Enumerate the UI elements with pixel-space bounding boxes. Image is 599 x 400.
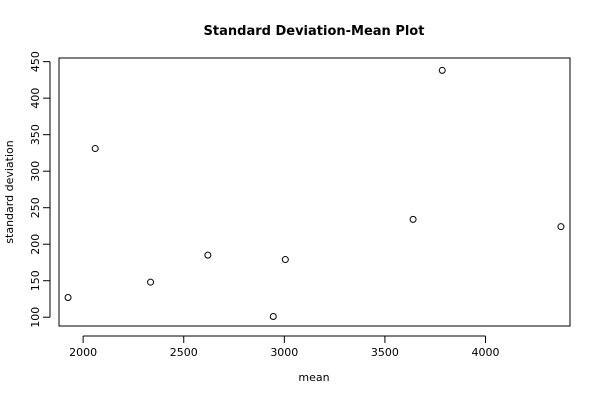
data-point: [409, 215, 417, 223]
x-tick-label: 4000: [472, 346, 500, 359]
data-point: [438, 66, 446, 74]
y-axis: 100 150 200 250 300 350 400 450: [29, 51, 51, 328]
x-tick-label: 3500: [371, 346, 399, 359]
data-point: [557, 223, 565, 231]
data-point: [281, 256, 289, 264]
x-axis-label: mean: [298, 371, 329, 384]
data-point: [204, 251, 212, 259]
y-tick-label: 250: [29, 197, 42, 218]
data-point: [269, 313, 277, 321]
x-tick-label: 3000: [270, 346, 298, 359]
y-tick-label: 100: [29, 307, 42, 328]
chart-title: Standard Deviation-Mean Plot: [204, 24, 425, 39]
y-tick-label: 450: [29, 51, 42, 72]
x-tick-label: 2000: [69, 346, 97, 359]
x-axis: 2000 2500 3000 3500 4000: [69, 335, 500, 359]
y-tick-label: 300: [29, 161, 42, 182]
plot-frame: [58, 57, 571, 327]
data-point: [147, 278, 155, 286]
x-tick-label: 2500: [170, 346, 198, 359]
data-points: [64, 66, 565, 321]
y-tick-label: 350: [29, 124, 42, 145]
data-point: [91, 145, 99, 153]
y-tick-label: 200: [29, 234, 42, 255]
y-axis-label: standard deviation: [3, 140, 16, 243]
y-tick-label: 400: [29, 88, 42, 109]
data-point: [64, 294, 72, 302]
y-tick-label: 150: [29, 270, 42, 291]
